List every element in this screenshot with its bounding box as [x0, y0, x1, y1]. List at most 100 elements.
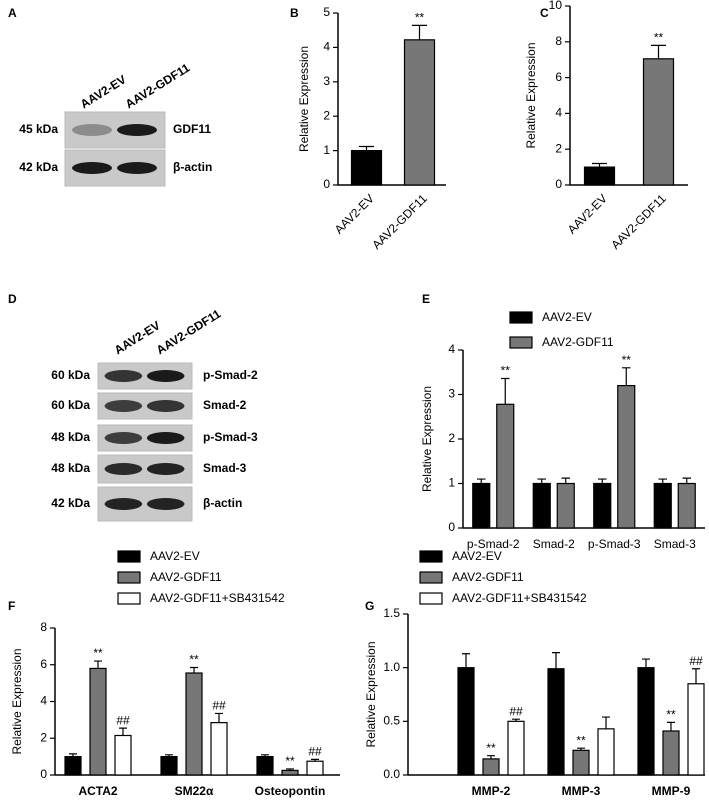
size-label: 42 kDa — [51, 496, 90, 510]
protein-label: β-actin — [173, 160, 212, 174]
bar — [583, 166, 616, 186]
y-tick-label: 2 — [40, 730, 47, 744]
y-tick-label: 4 — [448, 342, 455, 356]
error-bar — [561, 477, 570, 484]
error-bar — [598, 478, 607, 484]
error-bar — [412, 24, 427, 40]
bar — [653, 482, 672, 529]
blot-band — [146, 432, 185, 444]
y-tick-label: 1.5 — [383, 606, 400, 620]
y-tick-label: 1.0 — [383, 660, 400, 674]
y-tick-label: 1 — [448, 476, 455, 490]
error-bar — [462, 653, 470, 668]
y-tick-label: 6 — [40, 657, 47, 671]
y-tick-label: 4 — [323, 40, 330, 54]
significance-label: ** — [622, 353, 632, 367]
y-tick-label: 8 — [40, 620, 47, 634]
bar — [597, 728, 615, 776]
error-bar — [311, 758, 319, 762]
y-tick-label: 0 — [555, 177, 562, 191]
lane-label: AAV2-EV — [78, 72, 129, 111]
panel-label: D — [8, 292, 17, 306]
bar — [677, 482, 696, 529]
blot-band — [146, 463, 185, 475]
legend-label: AAV2-EV — [542, 310, 592, 324]
significance-label: ## — [509, 704, 523, 718]
legend-swatch — [509, 311, 533, 324]
legend-swatch — [117, 571, 141, 584]
x-tick-label: p-Smad-2 — [467, 537, 520, 551]
size-label: 60 kDa — [51, 398, 90, 412]
legend-label: AAV2-EV — [150, 549, 200, 563]
y-tick-label: 2 — [555, 141, 562, 155]
legend-label: AAV2-GDF11 — [150, 570, 222, 584]
blot-band — [146, 498, 185, 510]
legend-swatch — [117, 550, 141, 563]
significance-label: ## — [116, 713, 130, 727]
y-tick-label: 10 — [549, 0, 563, 12]
x-tick-label: p-Smad-3 — [588, 537, 641, 551]
error-bar — [667, 721, 675, 731]
significance-label: ** — [666, 708, 676, 722]
y-axis-title: Relative Expression — [524, 42, 538, 148]
significance-label: ** — [654, 31, 664, 45]
bar — [617, 385, 636, 529]
x-tick-label: AAV2-EV — [565, 191, 610, 236]
bar — [572, 749, 590, 776]
bar — [281, 769, 299, 776]
panel-label: C — [540, 6, 549, 20]
panel-label: E — [422, 292, 430, 306]
protein-label: β-actin — [203, 496, 242, 510]
protein-label: Smad-3 — [203, 461, 247, 475]
error-bar — [682, 477, 691, 484]
error-bar — [552, 652, 560, 669]
y-tick-label: 0 — [323, 177, 330, 191]
bar — [185, 672, 203, 776]
error-bar — [94, 660, 102, 669]
significance-label: ** — [415, 11, 425, 25]
x-tick-label: Smad-3 — [654, 537, 696, 551]
x-tick-label: MMP-3 — [562, 784, 601, 798]
error-bar — [658, 478, 667, 484]
error-bar — [577, 747, 585, 751]
x-tick-label: ACTA2 — [78, 784, 117, 798]
x-tick-label: AAV2-GDF11 — [608, 191, 669, 252]
error-bar — [537, 478, 546, 484]
bar — [496, 403, 515, 529]
legend-label: AAV2-EV — [452, 549, 502, 563]
panel-label: A — [8, 6, 17, 20]
significance-label: ## — [212, 699, 226, 713]
panel-label: G — [365, 599, 374, 613]
error-bar — [622, 367, 631, 386]
y-tick-label: 6 — [555, 70, 562, 84]
x-tick-label: AAV2-GDF11 — [369, 191, 430, 252]
blot-band — [104, 498, 143, 510]
bar — [482, 758, 500, 776]
lane-label: AAV2-GDF11 — [123, 60, 193, 111]
bar — [547, 668, 565, 776]
error-bar — [651, 44, 666, 59]
y-tick-label: 3 — [323, 74, 330, 88]
blot-band — [117, 124, 157, 136]
significance-label: ** — [486, 741, 496, 755]
y-tick-label: 0.5 — [383, 714, 400, 728]
error-bar — [602, 716, 610, 729]
size-label: 48 kDa — [51, 461, 90, 475]
bar — [472, 482, 491, 529]
bar — [89, 667, 107, 776]
blot-band — [117, 162, 157, 174]
bar — [532, 482, 551, 529]
error-bar — [286, 768, 294, 771]
y-axis-title: Relative Expression — [420, 386, 434, 492]
legend-swatch — [419, 550, 443, 563]
x-tick-label: AAV2-EV — [332, 191, 377, 236]
panel-label: B — [290, 6, 299, 20]
y-tick-label: 0 — [448, 520, 455, 534]
bar — [457, 667, 475, 776]
blot-band — [146, 370, 185, 382]
error-bar — [119, 727, 127, 736]
significance-label: ## — [689, 654, 703, 668]
lane-label: AAV2-EV — [112, 318, 163, 357]
